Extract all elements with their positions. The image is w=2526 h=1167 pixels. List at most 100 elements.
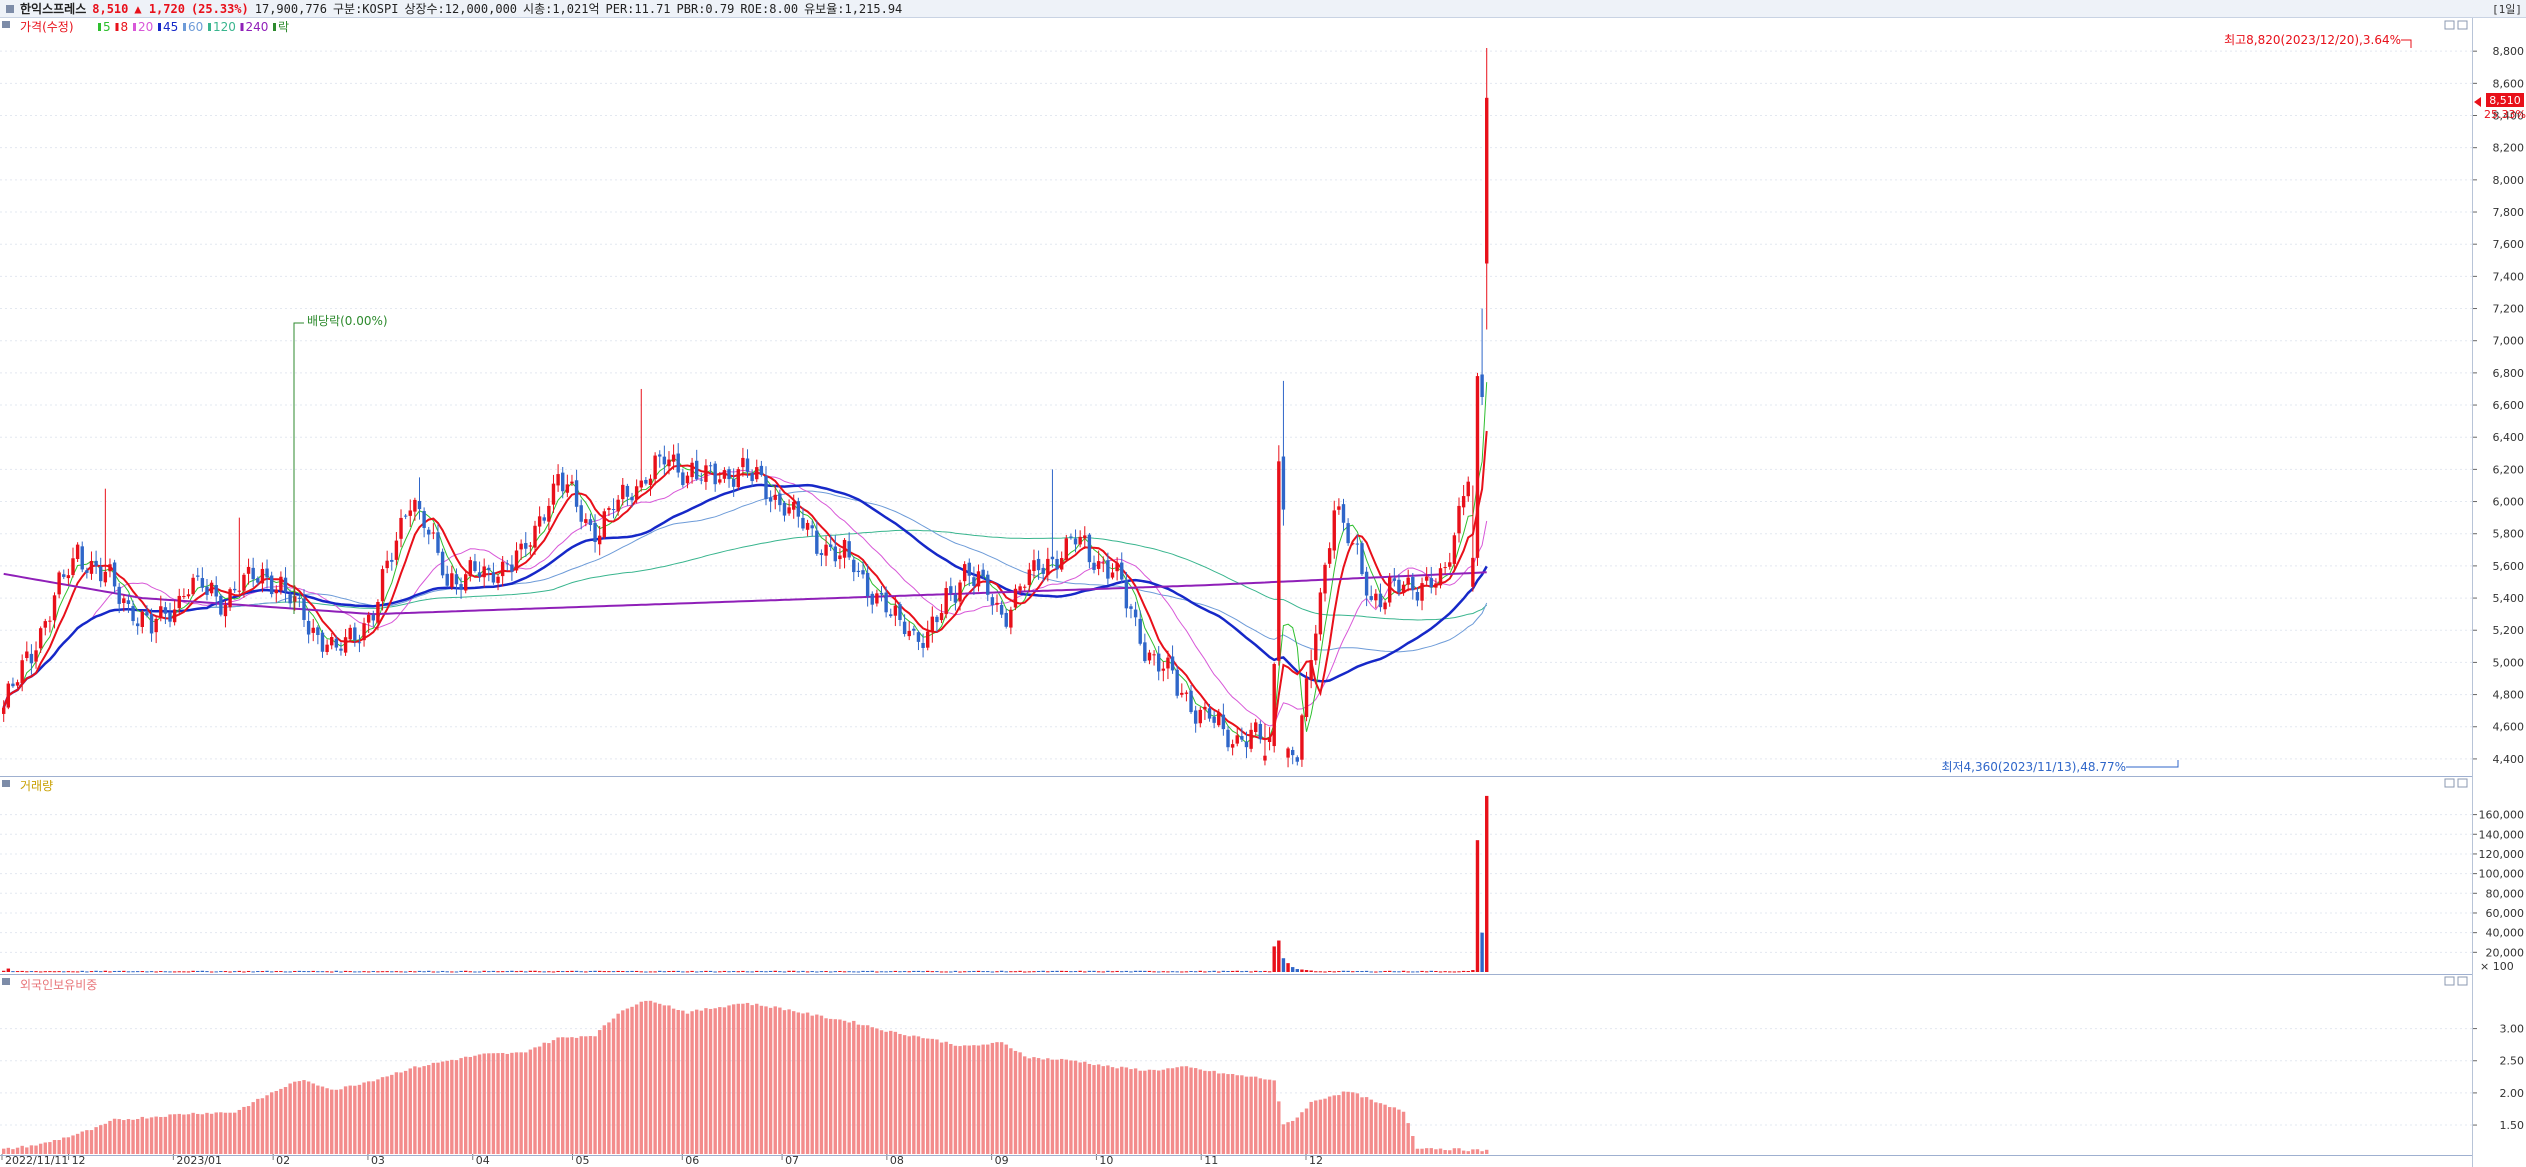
candle-body xyxy=(172,609,177,623)
candle-body xyxy=(1466,481,1470,497)
foreign-bar xyxy=(320,1086,325,1154)
volume-bar xyxy=(939,971,944,973)
ma45-line xyxy=(2,483,1488,708)
foreign-bar xyxy=(1485,1149,1489,1154)
foreign-bar xyxy=(1286,1122,1290,1154)
foreign-bar xyxy=(1147,1069,1152,1154)
volume-bar xyxy=(764,971,768,973)
foreign-bar xyxy=(907,1036,911,1154)
volume-bar xyxy=(1369,971,1373,973)
foreign-bar xyxy=(704,1008,708,1154)
candle-body xyxy=(223,604,228,617)
volume-bar xyxy=(302,971,306,973)
foreign-bar xyxy=(1415,1148,1420,1154)
menu-square-icon[interactable] xyxy=(6,4,14,13)
volume-bar xyxy=(269,971,274,973)
legend-ma-label: 20 xyxy=(138,20,153,34)
candle-body xyxy=(898,604,902,621)
foreign-legend-icon[interactable] xyxy=(2,978,10,985)
candle-body xyxy=(131,606,135,622)
foreign-bar xyxy=(556,1037,560,1154)
foreign-bar xyxy=(288,1083,292,1154)
legend-ma-label: 120 xyxy=(213,20,236,34)
foreign-bar xyxy=(1226,1074,1230,1154)
foreign-bar xyxy=(1124,1067,1129,1154)
foreign-bar xyxy=(1369,1099,1373,1154)
legend-ma-swatch xyxy=(183,23,186,31)
volume-bar xyxy=(1180,971,1184,973)
volume-bar xyxy=(283,971,288,973)
volume-unit-label: × 100 xyxy=(2480,960,2514,973)
candle-body xyxy=(667,459,671,467)
foreign-bar xyxy=(1420,1148,1424,1154)
price-change-pct: (25.33%) xyxy=(190,1,249,16)
volume-bar xyxy=(708,970,713,972)
volume-panel-controls[interactable] xyxy=(2444,778,2468,788)
volume-bar xyxy=(1341,970,1346,972)
volume-bar xyxy=(1027,971,1032,973)
volume-bar xyxy=(958,971,962,973)
candle-body xyxy=(1369,596,1373,600)
candle-body xyxy=(967,562,971,576)
volume-bar xyxy=(1221,970,1226,972)
candle-body xyxy=(1360,543,1364,575)
foreign-bar xyxy=(1351,1092,1355,1154)
volume-bar xyxy=(1115,970,1119,972)
candle-body xyxy=(380,569,385,602)
volume-bar xyxy=(339,971,343,973)
candle-body xyxy=(464,574,468,591)
foreign-bar xyxy=(1157,1070,1161,1154)
candle-body xyxy=(1434,583,1438,588)
candle-body xyxy=(29,653,34,664)
legend-ma-label: 5 xyxy=(103,20,111,34)
foreign-legend-label: 외국인보유비중 xyxy=(20,978,97,992)
foreign-bar xyxy=(126,1119,131,1154)
candle-body xyxy=(186,594,191,597)
price-panel-controls[interactable] xyxy=(2444,20,2468,30)
x-tick-label: 12 xyxy=(1309,1154,1323,1167)
volume-bar xyxy=(1041,970,1045,972)
volume-bars xyxy=(2,795,1489,973)
candle-body xyxy=(71,558,75,576)
volume-bar xyxy=(459,970,463,972)
foreign-bar xyxy=(616,1013,620,1154)
price-tick-label: 4,600 xyxy=(2493,721,2525,734)
candle-body xyxy=(1401,584,1406,594)
foreign-bar xyxy=(1355,1093,1360,1154)
price-tick-label: 8,400 xyxy=(2493,110,2525,123)
foreign-bar xyxy=(1290,1120,1295,1154)
volume-bar xyxy=(801,970,805,972)
x-tick-label: 05 xyxy=(576,1154,590,1167)
candle-body xyxy=(454,574,459,585)
foreign-bar xyxy=(57,1140,61,1154)
volume-bar xyxy=(695,971,699,973)
volume-bar xyxy=(912,970,916,972)
volume-bar xyxy=(907,971,911,973)
candle-body xyxy=(907,630,911,637)
legend-toggle-icon[interactable] xyxy=(2,21,10,28)
candle-body xyxy=(353,627,357,641)
volume-bar xyxy=(168,971,172,973)
candle-body xyxy=(117,586,121,604)
volume-bar xyxy=(879,971,884,973)
foreign-bar xyxy=(1401,1111,1406,1154)
volume-bar xyxy=(1263,970,1267,972)
volume-bar xyxy=(1411,971,1415,973)
volume-legend-icon[interactable] xyxy=(2,780,10,787)
volume-bar xyxy=(403,971,408,973)
price-tick-label: 6,800 xyxy=(2493,367,2525,380)
foreign-bar xyxy=(1203,1070,1207,1154)
candle-body xyxy=(778,493,782,506)
volume-bar xyxy=(1364,970,1369,972)
foreign-bar xyxy=(1133,1068,1138,1154)
foreign-panel-controls[interactable] xyxy=(2444,976,2468,986)
candle-body xyxy=(644,479,648,484)
price-tick-label: 4,800 xyxy=(2493,689,2525,702)
volume-bar xyxy=(1147,970,1152,972)
foreign-bar xyxy=(1457,1148,1461,1154)
foreign-bar xyxy=(579,1036,583,1154)
foreign-bar xyxy=(833,1019,837,1154)
period-mode-button[interactable]: [1일] xyxy=(2492,3,2522,16)
x-tick-label: 03 xyxy=(371,1154,385,1167)
